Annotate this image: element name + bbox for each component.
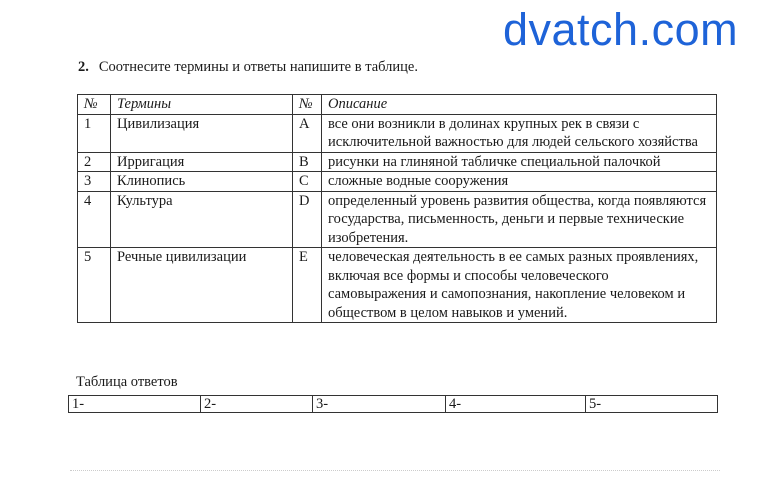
answer-cell-2[interactable]: 2- <box>200 395 313 413</box>
answer-cell-3[interactable]: 3- <box>312 395 446 413</box>
row-num: 2 <box>77 151 111 172</box>
answer-cell-5[interactable]: 5- <box>585 395 718 413</box>
row-term: Клинопись <box>110 171 293 192</box>
header-terms: Термины <box>110 94 293 115</box>
row-desc: рисунки на глиняной табличке специальной… <box>321 151 717 172</box>
divider <box>70 470 720 471</box>
row-letter: D <box>292 190 322 248</box>
row-term: Речные цивилизации <box>110 247 293 323</box>
header-description: Описание <box>321 94 717 115</box>
answer-cell-4[interactable]: 4- <box>445 395 586 413</box>
answer-cell-1[interactable]: 1- <box>68 395 201 413</box>
answers-table: 1- 2- 3- 4- 5- <box>68 395 718 413</box>
row-desc: человеческая деятельность в ее самых раз… <box>321 247 717 323</box>
task-heading: 2. Соотнесите термины и ответы напишите в… <box>78 59 418 76</box>
row-term: Цивилизация <box>110 113 293 153</box>
row-letter: B <box>292 151 322 172</box>
row-desc: сложные водные сооружения <box>321 171 717 192</box>
watermark: dvatch.com <box>503 4 739 55</box>
task-number: 2. <box>78 59 89 75</box>
row-letter: C <box>292 171 322 192</box>
row-num: 4 <box>77 190 111 248</box>
row-term: Культура <box>110 190 293 248</box>
task-text: Соотнесите термины и ответы напишите в т… <box>98 59 418 75</box>
answers-label: Таблица ответов <box>76 374 178 390</box>
row-num: 5 <box>77 247 111 323</box>
row-term: Ирригация <box>110 151 293 172</box>
header-num: № <box>77 94 111 115</box>
header-letter: № <box>292 94 322 115</box>
row-desc: все они возникли в долинах крупных рек в… <box>321 113 717 153</box>
row-num: 1 <box>77 113 111 153</box>
table-header: № Термины № Описание <box>77 94 717 115</box>
row-num: 3 <box>77 171 111 192</box>
row-letter: A <box>292 113 322 153</box>
row-desc: определенный уровень развития общества, … <box>321 190 717 248</box>
row-letter: E <box>292 247 322 323</box>
